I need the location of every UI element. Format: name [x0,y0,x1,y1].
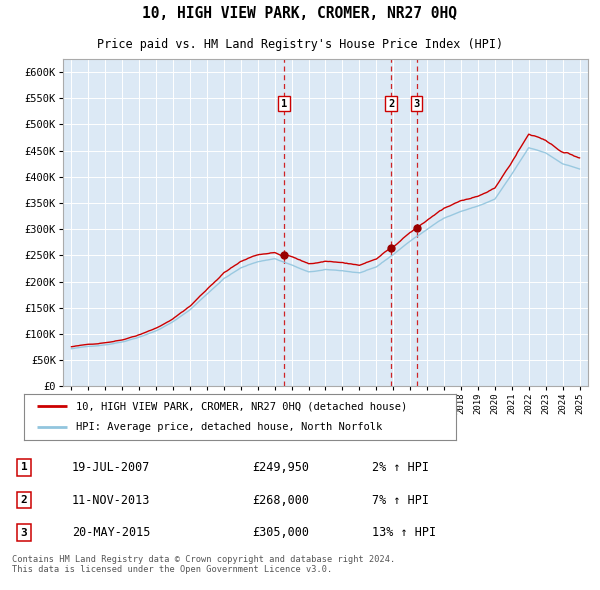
Text: £305,000: £305,000 [252,526,309,539]
Text: 20-MAY-2015: 20-MAY-2015 [72,526,151,539]
Text: £268,000: £268,000 [252,493,309,507]
Text: 19-JUL-2007: 19-JUL-2007 [72,461,151,474]
Text: 7% ↑ HPI: 7% ↑ HPI [372,493,429,507]
Text: Price paid vs. HM Land Registry's House Price Index (HPI): Price paid vs. HM Land Registry's House … [97,38,503,51]
Text: 2: 2 [388,99,394,109]
Text: 10, HIGH VIEW PARK, CROMER, NR27 0HQ (detached house): 10, HIGH VIEW PARK, CROMER, NR27 0HQ (de… [76,401,407,411]
Text: 2% ↑ HPI: 2% ↑ HPI [372,461,429,474]
Text: £249,950: £249,950 [252,461,309,474]
Text: Contains HM Land Registry data © Crown copyright and database right 2024.
This d: Contains HM Land Registry data © Crown c… [12,555,395,574]
Text: 13% ↑ HPI: 13% ↑ HPI [372,526,436,539]
Text: 10, HIGH VIEW PARK, CROMER, NR27 0HQ: 10, HIGH VIEW PARK, CROMER, NR27 0HQ [143,6,458,21]
Text: 3: 3 [20,528,28,537]
Text: 11-NOV-2013: 11-NOV-2013 [72,493,151,507]
Text: HPI: Average price, detached house, North Norfolk: HPI: Average price, detached house, Nort… [76,422,382,432]
Text: 1: 1 [20,463,28,472]
Text: 2: 2 [20,495,28,505]
Text: 3: 3 [413,99,420,109]
Text: 1: 1 [281,99,287,109]
